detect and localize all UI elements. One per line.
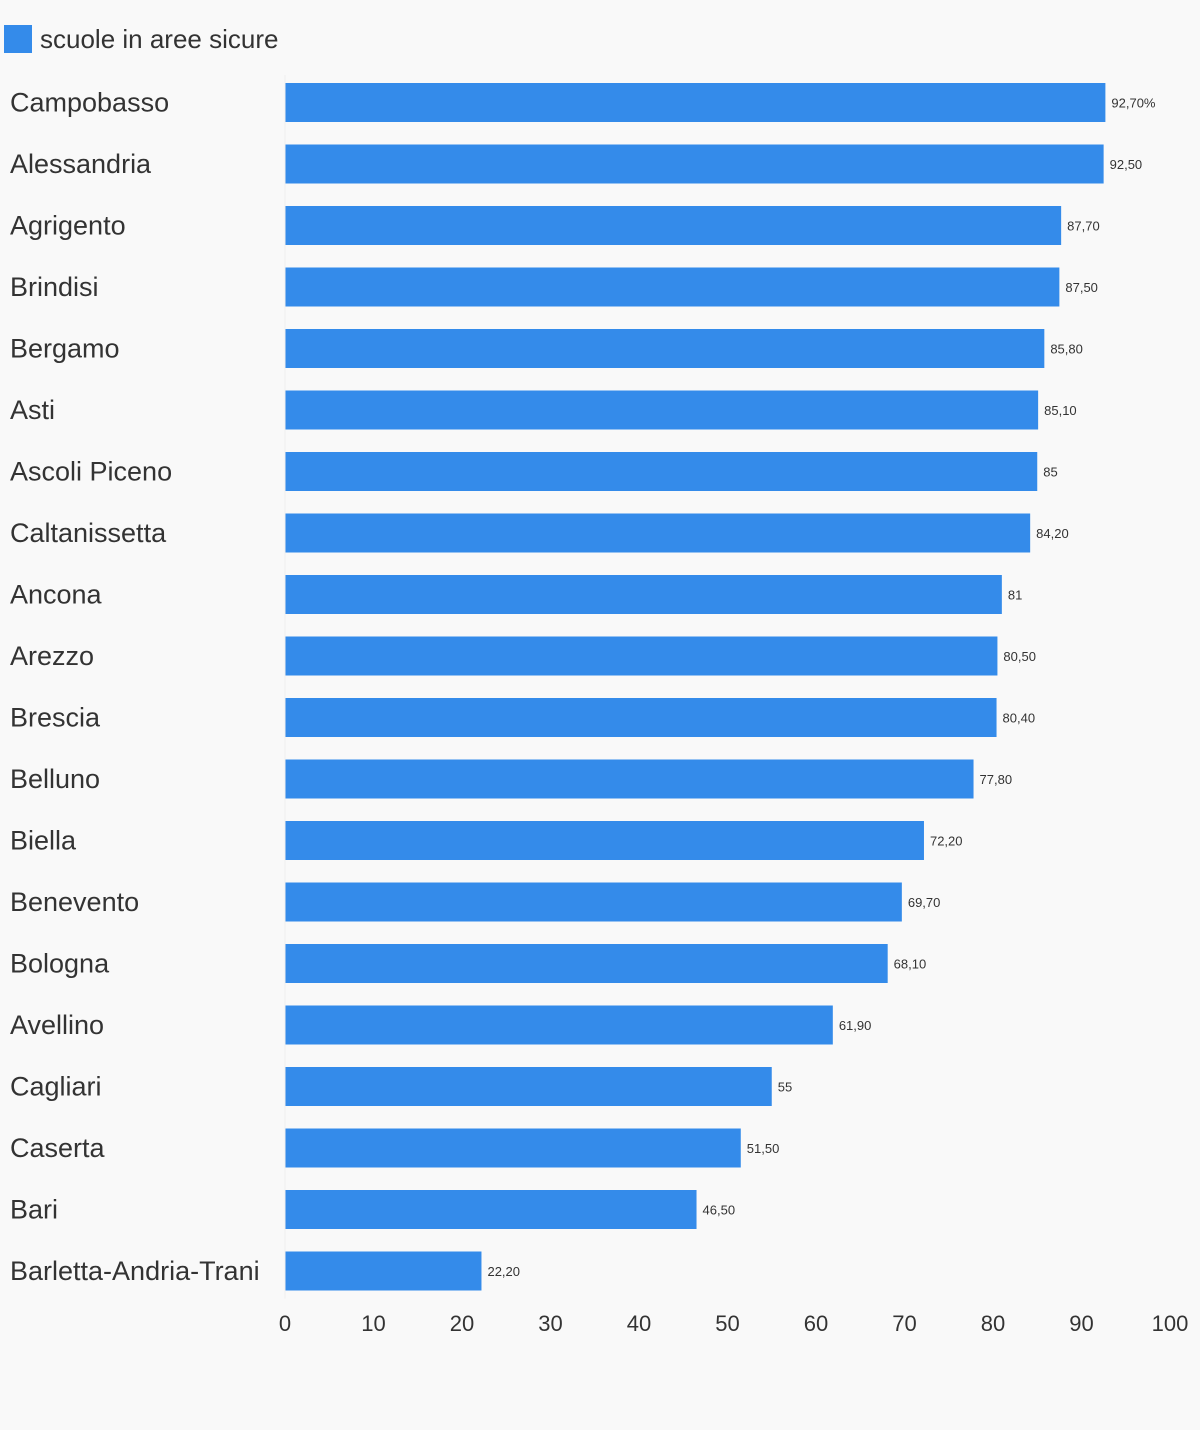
value-label: 68,10	[894, 957, 927, 972]
x-tick-label: 0	[279, 1311, 291, 1336]
bar-caltanissetta	[285, 513, 1031, 553]
bar-biella	[285, 821, 924, 860]
value-label: 87,50	[1065, 280, 1098, 295]
bar-bologna	[285, 944, 888, 983]
x-tick-label: 100	[1152, 1311, 1189, 1336]
legend-label: scuole in aree sicure	[40, 23, 279, 54]
legend-swatch	[4, 25, 32, 53]
category-label: Arezzo	[10, 641, 94, 671]
value-label: 77,80	[980, 772, 1013, 787]
bar-ascoli-piceno	[285, 452, 1038, 491]
bar-agrigento	[285, 206, 1062, 245]
category-label: Ascoli Piceno	[10, 457, 172, 487]
bar-brindisi	[285, 267, 1060, 307]
value-label: 85,10	[1044, 403, 1077, 418]
x-tick-label: 70	[892, 1311, 916, 1336]
bars-layer	[285, 83, 1106, 1291]
x-tick-label: 20	[450, 1311, 474, 1336]
value-label: 72,20	[930, 834, 963, 849]
category-label: Caserta	[10, 1133, 106, 1163]
value-label: 61,90	[839, 1018, 872, 1033]
bar-alessandria	[285, 144, 1104, 184]
category-label: Bologna	[10, 949, 110, 979]
category-label: Ancona	[10, 580, 103, 610]
value-label: 80,50	[1003, 649, 1036, 664]
value-label: 80,40	[1003, 711, 1036, 726]
category-label: Belluno	[10, 764, 100, 794]
value-label: 22,20	[487, 1264, 520, 1279]
category-labels: Campobasso Alessandria Agrigento Brindisi Be…	[10, 88, 260, 1287]
category-label: Alessandria	[10, 149, 152, 179]
value-label: 87,70	[1067, 219, 1100, 234]
bar-brescia	[285, 698, 997, 737]
bar-campobasso	[285, 83, 1106, 122]
value-label: 55	[778, 1080, 792, 1095]
category-label: Brindisi	[10, 272, 99, 302]
value-label: 51,50	[747, 1141, 780, 1156]
x-tick-label: 80	[981, 1311, 1005, 1336]
category-label: Biella	[10, 826, 77, 856]
x-tick-label: 60	[804, 1311, 828, 1336]
category-label: Bari	[10, 1195, 58, 1225]
category-label: Asti	[10, 395, 55, 425]
x-axis: 0 10 20 30 40 50 60 70 80 90 100	[279, 75, 1188, 1336]
value-label: 46,50	[703, 1203, 736, 1218]
category-label: Agrigento	[10, 211, 126, 241]
category-label: Cagliari	[10, 1072, 102, 1102]
value-label: 92,70%	[1111, 96, 1156, 111]
bar-avellino	[285, 1005, 833, 1045]
category-label: Brescia	[10, 703, 101, 733]
value-label: 85,80	[1050, 342, 1083, 357]
bar-ancona	[285, 575, 1002, 614]
bar-bergamo	[285, 329, 1045, 368]
bar-belluno	[285, 759, 974, 799]
value-label: 85	[1043, 465, 1057, 480]
value-label: 81	[1008, 588, 1022, 603]
value-label: 84,20	[1036, 526, 1069, 541]
x-tick-label: 90	[1069, 1311, 1093, 1336]
category-label: Barletta-Andria-Trani	[10, 1256, 260, 1286]
bar-asti	[285, 390, 1039, 430]
bar-barletta-andria-trani	[285, 1251, 482, 1291]
x-tick-label: 30	[538, 1311, 562, 1336]
category-label: Campobasso	[10, 88, 169, 118]
legend: scuole in aree sicure	[4, 24, 278, 54]
category-label: Avellino	[10, 1010, 104, 1040]
value-labels: 92,70% 92,50 87,70 87,50 85,80 85,10 85 84,20 81…	[487, 96, 1155, 1280]
category-label: Benevento	[10, 887, 139, 917]
value-label: 69,70	[908, 895, 941, 910]
bar-arezzo	[285, 636, 998, 676]
bar-benevento	[285, 882, 902, 922]
x-tick-label: 10	[361, 1311, 385, 1336]
bar-bari	[285, 1190, 697, 1229]
value-label: 92,50	[1110, 157, 1143, 172]
x-tick-label: 50	[715, 1311, 739, 1336]
category-label: Bergamo	[10, 334, 120, 364]
bar-caserta	[285, 1128, 741, 1168]
bar-cagliari	[285, 1067, 772, 1106]
category-label: Caltanissetta	[10, 518, 167, 548]
x-tick-label: 40	[627, 1311, 651, 1336]
